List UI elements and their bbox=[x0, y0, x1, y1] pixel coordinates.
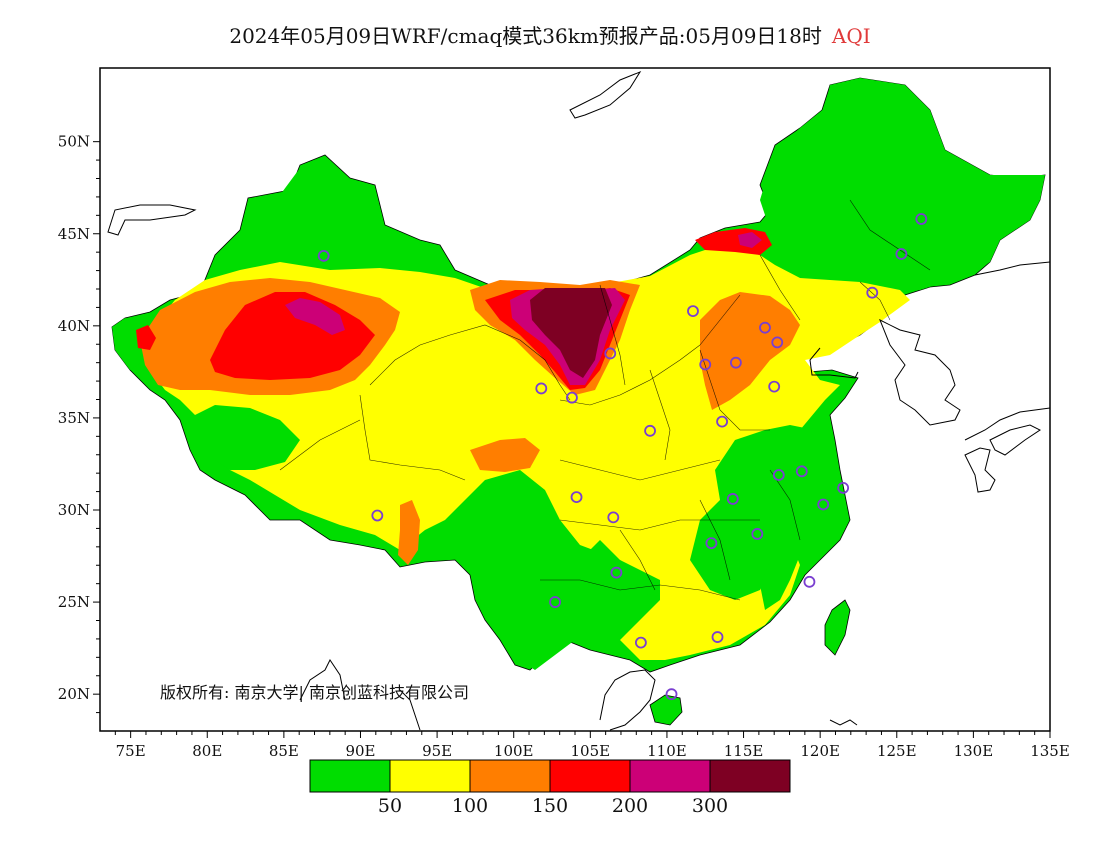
x-tick-label: 125E bbox=[877, 742, 917, 760]
station-marker bbox=[371, 509, 384, 522]
legend-swatch bbox=[309, 759, 391, 793]
x-tick-label: 95E bbox=[422, 742, 452, 760]
aqi-light-central bbox=[470, 438, 540, 472]
station-marker bbox=[607, 511, 620, 524]
station-marker bbox=[705, 537, 718, 550]
station-marker bbox=[759, 321, 771, 334]
station-marker bbox=[699, 358, 712, 371]
station-marker bbox=[634, 636, 647, 649]
legend-swatch bbox=[389, 759, 471, 793]
x-axis: 75E 80E 85E 90E 95E 100E 105E 110E 115E 120E 125E 1… bbox=[114, 731, 1070, 760]
y-axis: 50N 45N 40N 35N 30N 25N 20N bbox=[58, 133, 100, 714]
coastlines bbox=[107, 70, 1050, 731]
station-marker bbox=[549, 596, 561, 608]
station-marker bbox=[768, 380, 781, 393]
aqi-legend: 50 100 150 200 300 bbox=[309, 759, 791, 817]
y-tick-label: 25N bbox=[58, 593, 90, 611]
aqi-good-northeast bbox=[760, 78, 1045, 290]
station-markers bbox=[317, 213, 928, 701]
x-tick-label: 85E bbox=[269, 742, 299, 760]
station-marker bbox=[535, 382, 548, 395]
legend-label: 50 bbox=[378, 795, 402, 817]
station-marker bbox=[687, 305, 699, 318]
legend-label: 150 bbox=[532, 795, 568, 817]
x-tick-label: 90E bbox=[345, 742, 375, 760]
legend-swatch bbox=[549, 759, 631, 793]
station-marker bbox=[644, 424, 656, 437]
x-tick-label: 120E bbox=[800, 742, 840, 760]
aqi-light-patch bbox=[398, 500, 420, 565]
copyright-text: 版权所有: 南京大学| 南京创蓝科技有限公司 bbox=[160, 683, 469, 702]
hainan-island bbox=[649, 694, 683, 726]
station-marker bbox=[895, 248, 908, 260]
x-tick-label: 110E bbox=[647, 742, 687, 760]
station-marker bbox=[566, 391, 578, 404]
station-marker bbox=[771, 336, 784, 349]
station-marker bbox=[803, 575, 816, 588]
station-marker bbox=[795, 465, 808, 478]
station-marker bbox=[716, 415, 728, 428]
x-tick-label: 75E bbox=[116, 742, 146, 760]
legend-swatch bbox=[709, 759, 791, 793]
x-tick-label: 130E bbox=[954, 742, 994, 760]
aqi-good-east bbox=[715, 425, 845, 610]
aqi-heavy-tarim bbox=[285, 298, 345, 335]
station-marker bbox=[726, 493, 739, 505]
y-tick-label: 20N bbox=[58, 685, 90, 703]
aqi-heavy-northeast bbox=[738, 232, 762, 248]
station-marker bbox=[317, 249, 330, 262]
station-marker bbox=[665, 688, 678, 701]
station-marker bbox=[751, 528, 764, 540]
province-boundaries bbox=[279, 199, 931, 601]
taiwan-island bbox=[824, 599, 851, 656]
station-marker bbox=[604, 347, 617, 360]
legend-label: 300 bbox=[692, 795, 728, 817]
map-content: 版权所有: 南京大学| 南京创蓝科技有限公司 bbox=[107, 70, 1050, 731]
x-tick-label: 80E bbox=[192, 742, 222, 760]
legend-swatch bbox=[629, 759, 711, 793]
aqi-good-xinjiang-north bbox=[248, 158, 380, 250]
y-tick-label: 30N bbox=[58, 501, 90, 519]
title-variable: AQI bbox=[831, 24, 871, 48]
x-tick-label: 135E bbox=[1030, 742, 1070, 760]
y-tick-label: 40N bbox=[58, 317, 90, 335]
station-marker bbox=[837, 481, 850, 494]
aqi-good-southwest bbox=[465, 488, 650, 670]
x-tick-label: 115E bbox=[724, 742, 764, 760]
station-marker bbox=[866, 286, 879, 299]
station-marker bbox=[570, 491, 583, 504]
aqi-good-tibet bbox=[185, 405, 300, 470]
station-marker bbox=[610, 566, 623, 579]
station-marker bbox=[711, 631, 724, 643]
aqi-severe-ordos bbox=[530, 288, 612, 378]
legend-label: 200 bbox=[612, 795, 648, 817]
legend-label: 100 bbox=[452, 795, 488, 817]
y-tick-label: 45N bbox=[58, 225, 90, 243]
y-tick-label: 35N bbox=[58, 409, 90, 427]
y-tick-label: 50N bbox=[58, 133, 90, 151]
x-tick-label: 100E bbox=[494, 742, 534, 760]
aqi-light-northchina bbox=[700, 292, 800, 410]
station-marker bbox=[915, 213, 928, 225]
title-main: 2024年05月09日WRF/cmaq模式36km预报产品:05月09日18时 bbox=[229, 24, 822, 48]
station-marker bbox=[729, 356, 742, 369]
aqi-medium-pamir bbox=[136, 325, 156, 350]
station-marker bbox=[772, 469, 785, 481]
map-title: 2024年05月09日WRF/cmaq模式36km预报产品:05月09日18时 A… bbox=[0, 20, 1100, 49]
station-marker bbox=[817, 498, 830, 511]
legend-swatch bbox=[469, 759, 551, 793]
x-tick-label: 105E bbox=[571, 742, 611, 760]
